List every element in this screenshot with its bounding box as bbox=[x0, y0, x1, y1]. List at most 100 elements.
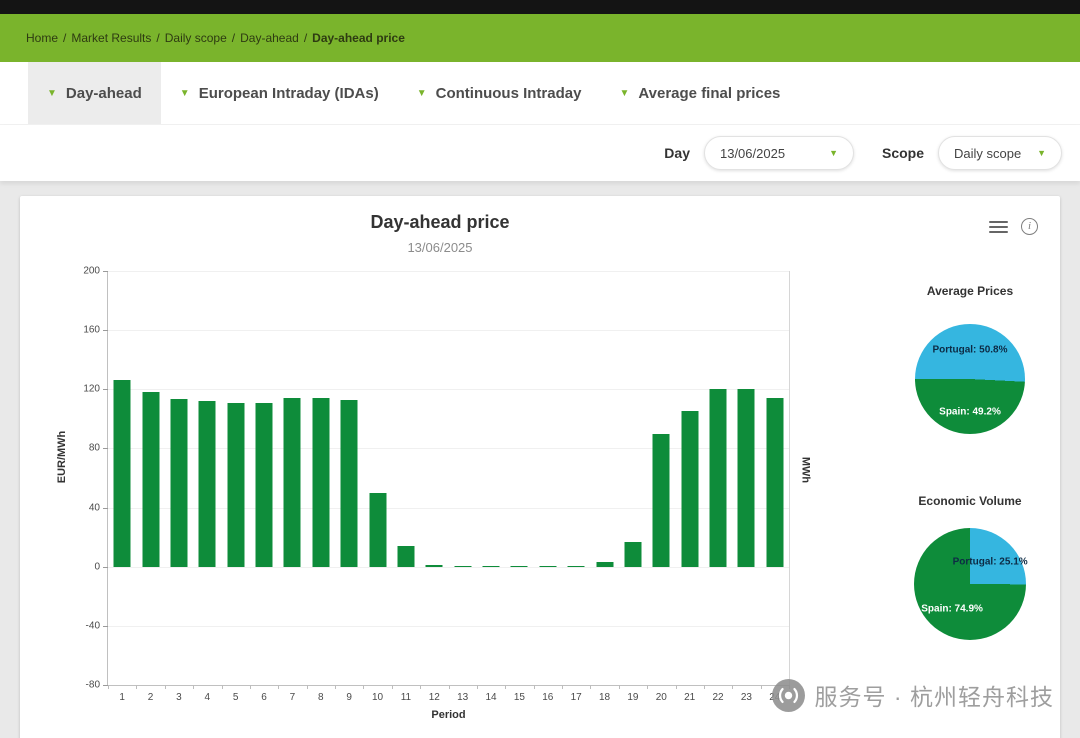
x-tick-label: 11 bbox=[400, 692, 412, 703]
bar-period-21[interactable] bbox=[681, 410, 699, 567]
bar-period-18[interactable] bbox=[596, 562, 614, 567]
pie-label-portugal: Portugal: 50.8% bbox=[932, 344, 1008, 356]
x-tick-label: 7 bbox=[289, 692, 296, 703]
y-tick-mark bbox=[103, 271, 108, 272]
bar-period-12[interactable] bbox=[425, 565, 443, 567]
tab-bar: ▼ Day-ahead ▼ European Intraday (IDAs) ▼… bbox=[0, 62, 1080, 125]
bar-period-10[interactable] bbox=[369, 493, 387, 567]
y-tick-mark bbox=[103, 566, 108, 568]
tab-continuous-intraday[interactable]: ▼ Continuous Intraday bbox=[398, 62, 601, 124]
bar-chart[interactable]: EUR/MWh MWh Period 200 160 120 80 40 0 -40 -80 1… bbox=[56, 266, 811, 722]
tab-european-intraday[interactable]: ▼ European Intraday (IDAs) bbox=[161, 62, 398, 124]
bar-period-23[interactable] bbox=[737, 389, 755, 567]
x-tick-mark bbox=[193, 685, 195, 689]
x-tick-label: 10 bbox=[372, 692, 384, 703]
chevron-down-icon: ▼ bbox=[829, 148, 838, 158]
x-tick-mark bbox=[391, 685, 393, 689]
x-tick-mark bbox=[675, 685, 677, 689]
bar-period-19[interactable] bbox=[624, 541, 642, 567]
x-tick-mark bbox=[618, 685, 620, 689]
breadcrumb-separator: / bbox=[63, 31, 67, 45]
breadcrumb-separator: / bbox=[156, 31, 160, 45]
x-tick-label: 22 bbox=[712, 692, 724, 703]
x-tick-label: 8 bbox=[318, 692, 324, 703]
tab-day-ahead[interactable]: ▼ Day-ahead bbox=[28, 62, 161, 124]
x-tick-mark bbox=[533, 685, 535, 689]
chart-subtitle: 13/06/2025 bbox=[407, 240, 473, 255]
chevron-down-icon: ▼ bbox=[416, 87, 427, 99]
x-tick-label: 4 bbox=[204, 692, 211, 703]
x-tick-mark bbox=[108, 685, 109, 689]
pie-label-spain: Spain: 49.2% bbox=[939, 406, 1001, 418]
breadcrumb-separator: / bbox=[303, 31, 308, 45]
bar-period-20[interactable] bbox=[652, 433, 670, 567]
bar-period-13[interactable] bbox=[454, 565, 472, 567]
x-tick-label: 5 bbox=[232, 692, 239, 703]
bar-period-7[interactable] bbox=[283, 398, 301, 567]
chart-menu-icon[interactable] bbox=[989, 220, 1008, 233]
info-icon[interactable]: i bbox=[1021, 218, 1038, 235]
filter-bar: Day 13/06/2025 ▼ Scope Daily scope ▼ bbox=[0, 125, 1080, 181]
y-tick-mark bbox=[103, 389, 108, 391]
bar-period-2[interactable] bbox=[142, 392, 160, 567]
tab-label: Continuous Intraday bbox=[435, 84, 582, 102]
bar-period-4[interactable] bbox=[198, 401, 216, 567]
y-tick-label: -40 bbox=[85, 620, 100, 632]
y-tick-label: 80 bbox=[88, 442, 100, 454]
bar-period-1[interactable] bbox=[113, 379, 131, 567]
breadcrumb-market-results[interactable]: Market Results bbox=[71, 31, 152, 45]
bar-period-3[interactable] bbox=[170, 398, 188, 567]
breadcrumb-home[interactable]: Home bbox=[26, 31, 59, 45]
x-tick-label: 19 bbox=[627, 692, 639, 703]
pie-label-portugal: Portugal: 25.1% bbox=[952, 556, 1028, 568]
bar-period-24[interactable] bbox=[766, 398, 784, 567]
watermark-text: 服务号 · 杭州轻舟科技 bbox=[814, 684, 1054, 710]
gridline bbox=[108, 389, 789, 391]
x-tick-label: 2 bbox=[147, 692, 154, 703]
scope-select[interactable]: Daily scope ▼ bbox=[938, 136, 1062, 170]
pie-average-prices[interactable]: Portugal: 50.8% Spain: 49.2% bbox=[915, 324, 1025, 434]
day-select[interactable]: 13/06/2025 ▼ bbox=[703, 136, 854, 170]
y-tick-mark bbox=[103, 330, 108, 332]
tab-label: European Intraday (IDAs) bbox=[198, 84, 379, 102]
bar-period-11[interactable] bbox=[397, 546, 415, 567]
x-tick-mark bbox=[562, 685, 563, 689]
chart-title: Day-ahead price bbox=[370, 212, 510, 232]
x-tick-label: 13 bbox=[457, 692, 469, 703]
pie-title-average-prices: Average Prices bbox=[926, 284, 1014, 298]
x-tick-label: 17 bbox=[570, 692, 582, 703]
right-axis-title: MWh bbox=[799, 456, 811, 483]
chevron-down-icon: ▼ bbox=[47, 87, 57, 99]
x-tick-label: 6 bbox=[261, 692, 267, 703]
x-tick-mark bbox=[760, 685, 762, 689]
day-select-value: 13/06/2025 bbox=[719, 145, 786, 161]
bar-period-9[interactable] bbox=[340, 399, 358, 567]
x-tick-label: 15 bbox=[513, 692, 525, 703]
bar-period-5[interactable] bbox=[227, 402, 245, 567]
y-tick-label: 200 bbox=[83, 265, 100, 277]
bar-period-16[interactable] bbox=[539, 565, 557, 567]
top-black-bar bbox=[0, 0, 1080, 14]
pie-economic-volume[interactable]: Portugal: 25.1% Spain: 74.9% bbox=[914, 528, 1028, 640]
bar-period-14[interactable] bbox=[482, 565, 500, 567]
breadcrumb-daily-scope[interactable]: Daily scope bbox=[164, 31, 227, 45]
x-tick-label: 1 bbox=[119, 692, 125, 703]
x-tick-mark bbox=[278, 685, 280, 689]
y-tick-label: -80 bbox=[85, 679, 100, 691]
y-tick-label: 40 bbox=[88, 502, 100, 514]
bar-period-6[interactable] bbox=[255, 402, 273, 567]
x-tick-mark bbox=[732, 685, 734, 689]
bar-period-17[interactable] bbox=[567, 565, 585, 567]
tab-average-final-prices[interactable]: ▼ Average final prices bbox=[600, 62, 799, 124]
x-tick-mark bbox=[363, 685, 365, 689]
bar-period-22[interactable] bbox=[709, 389, 727, 567]
bar-period-8[interactable] bbox=[312, 398, 330, 567]
wechat-official-account-icon bbox=[771, 678, 805, 712]
bar-period-15[interactable] bbox=[510, 565, 528, 567]
pie-panel: Average Prices Portugal: 50.8% Spain: 49.… bbox=[880, 196, 1060, 738]
x-tick-mark bbox=[505, 685, 507, 689]
watermark: 服务号 · 杭州轻舟科技 bbox=[771, 678, 1054, 712]
breadcrumb-day-ahead[interactable]: Day-ahead bbox=[240, 31, 299, 45]
x-tick-mark bbox=[476, 685, 478, 689]
x-tick-mark bbox=[420, 685, 422, 689]
